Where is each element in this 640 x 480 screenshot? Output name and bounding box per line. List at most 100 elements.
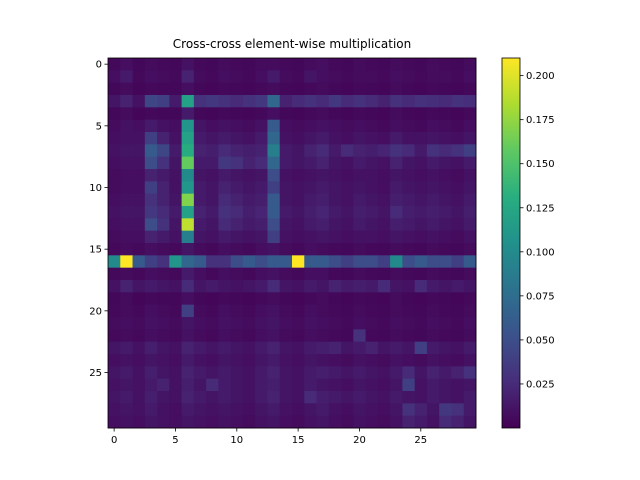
heatmap-cell xyxy=(390,415,403,429)
heatmap-cell xyxy=(279,230,293,244)
heatmap-cell xyxy=(181,156,195,170)
heatmap-cell xyxy=(267,267,281,281)
heatmap-cell xyxy=(451,169,465,182)
heatmap-cell xyxy=(242,95,256,108)
heatmap-cell xyxy=(108,218,121,232)
heatmap-cell xyxy=(426,218,440,232)
heatmap-cell xyxy=(341,292,354,306)
heatmap-cell xyxy=(108,403,121,417)
heatmap-cell xyxy=(157,415,170,429)
heatmap-cell xyxy=(402,156,416,170)
heatmap-cell xyxy=(157,378,170,392)
heatmap-cell xyxy=(414,181,428,195)
heatmap-cell xyxy=(451,218,465,232)
heatmap-cell xyxy=(193,415,207,429)
y-tick-label: 0 xyxy=(96,60,102,71)
heatmap-cell xyxy=(279,156,293,170)
heatmap-cell xyxy=(193,95,207,108)
heatmap-cell xyxy=(193,144,207,158)
heatmap-cell xyxy=(328,230,342,244)
heatmap-cell xyxy=(377,341,391,355)
heatmap-cell xyxy=(316,391,330,404)
heatmap-cell xyxy=(304,95,317,108)
heatmap-cell xyxy=(255,144,268,158)
heatmap-cell xyxy=(316,218,330,232)
heatmap-cell xyxy=(230,95,244,108)
heatmap-cell xyxy=(316,206,330,219)
heatmap-cell xyxy=(193,169,207,182)
heatmap-cell xyxy=(242,403,256,417)
heatmap-cell xyxy=(414,329,428,343)
heatmap-cell xyxy=(206,341,219,355)
heatmap-cell xyxy=(120,329,133,343)
heatmap-cell xyxy=(242,366,256,380)
heatmap-cell xyxy=(414,255,428,269)
heatmap-cell xyxy=(316,292,330,306)
heatmap-cell xyxy=(328,58,342,71)
heatmap-cell xyxy=(132,378,146,392)
heatmap-cell xyxy=(169,70,182,84)
heatmap-cell xyxy=(218,317,232,330)
heatmap-cell xyxy=(353,292,366,306)
heatmap-cell xyxy=(353,230,366,244)
heatmap-cell xyxy=(267,144,281,158)
y-tick-label: 5 xyxy=(96,121,102,132)
heatmap-cell xyxy=(230,58,244,71)
heatmap-cell xyxy=(402,292,416,306)
heatmap-cell xyxy=(230,329,244,343)
heatmap-cell xyxy=(120,193,133,207)
heatmap-cell xyxy=(426,354,440,367)
heatmap-cell xyxy=(144,144,158,158)
heatmap-cell xyxy=(157,169,170,182)
heatmap-cell xyxy=(157,366,170,380)
heatmap-cell xyxy=(218,304,232,318)
heatmap-cell xyxy=(242,58,256,71)
heatmap-cell xyxy=(292,193,305,207)
heatmap-cell xyxy=(144,95,158,108)
heatmap-cell xyxy=(169,354,182,367)
plot-frame xyxy=(107,57,477,429)
heatmap-cell xyxy=(451,378,465,392)
heatmap-cell xyxy=(132,329,146,343)
heatmap-cell xyxy=(218,144,232,158)
heatmap-cell xyxy=(242,267,256,281)
x-axis: 0 5 10 15 20 25 xyxy=(111,428,427,446)
heatmap-cell xyxy=(279,181,293,195)
colorbar-tick-label: 0.050 xyxy=(526,335,555,346)
heatmap-cell xyxy=(218,415,232,429)
heatmap-cell xyxy=(144,181,158,195)
heatmap-cell xyxy=(206,169,219,182)
heatmap-cell xyxy=(267,292,281,306)
heatmap-cell xyxy=(120,354,133,367)
y-tick-label: 20 xyxy=(89,306,102,317)
heatmap-cell xyxy=(463,267,477,281)
heatmap-cell xyxy=(328,132,342,145)
heatmap-cell xyxy=(353,267,366,281)
heatmap-cell xyxy=(439,341,452,355)
heatmap-cell xyxy=(108,144,121,158)
heatmap-cell xyxy=(255,415,268,429)
heatmap-cell xyxy=(377,329,391,343)
heatmap-cell xyxy=(255,403,268,417)
heatmap-cell xyxy=(255,58,268,71)
heatmap-cell xyxy=(402,391,416,404)
heatmap-cell xyxy=(279,70,293,84)
heatmap-cell xyxy=(206,243,219,256)
heatmap-cell xyxy=(108,70,121,84)
heatmap-cell xyxy=(414,366,428,380)
heatmap-cell xyxy=(316,169,330,182)
heatmap-cell xyxy=(169,169,182,182)
heatmap-cell xyxy=(451,403,465,417)
heatmap-cell xyxy=(316,193,330,207)
heatmap-cell xyxy=(341,156,354,170)
heatmap-cell xyxy=(120,156,133,170)
heatmap-cell xyxy=(402,169,416,182)
heatmap-cell xyxy=(242,218,256,232)
heatmap-cell xyxy=(353,70,366,84)
heatmap-cell xyxy=(451,415,465,429)
heatmap-cell xyxy=(304,280,317,293)
heatmap-cell xyxy=(353,107,366,121)
heatmap-cell xyxy=(279,218,293,232)
heatmap-cell xyxy=(242,181,256,195)
heatmap-cell xyxy=(169,415,182,429)
